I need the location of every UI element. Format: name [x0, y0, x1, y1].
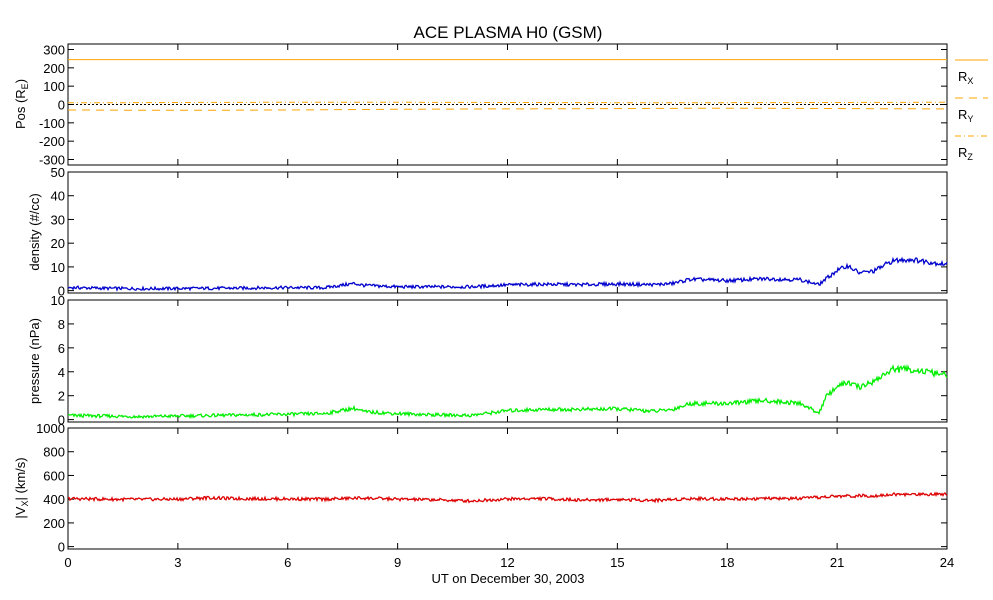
position-ytick-label: -300	[39, 153, 65, 168]
pressure-ytick-label: 4	[58, 365, 65, 380]
position-ytick-label: 200	[43, 61, 65, 76]
pressure-ytick-label: 2	[58, 389, 65, 404]
x-tick-label: 24	[940, 555, 954, 570]
pressure-ytick-label: 0	[58, 413, 65, 428]
x-axis-label: UT on December 30, 2003	[432, 571, 585, 586]
position-legend: RX RY RZ	[955, 59, 988, 162]
velocity-ytick-label: 200	[43, 516, 65, 531]
legend-rz-label: RZ	[958, 145, 973, 162]
x-tick-label: 0	[64, 555, 71, 570]
position-series-line-1	[68, 107, 947, 111]
position-ytick-label: 0	[58, 98, 65, 113]
density-series-line-0	[67, 256, 948, 292]
pressure-ytick-label: 8	[58, 317, 65, 332]
x-tick-label: 6	[284, 555, 291, 570]
density-panel-frame	[67, 171, 948, 294]
x-tick-label: 9	[394, 555, 401, 570]
chart-marks: 3002001000-100-200-300504030201001086420…	[36, 43, 954, 571]
pressure-ytick-label: 6	[58, 341, 65, 356]
position-ytick-label: -100	[39, 116, 65, 131]
density-ytick-label: 0	[58, 284, 65, 299]
position-ytick-label: 300	[43, 43, 65, 58]
chart-title: ACE PLASMA H0 (GSM)	[414, 23, 603, 42]
x-tick-label: 12	[500, 555, 514, 570]
legend-rx-label: RX	[958, 69, 973, 86]
density-ytick-label: 40	[51, 189, 65, 204]
density-ytick-label: 20	[51, 236, 65, 251]
velocity-ytick-label: 800	[43, 445, 65, 460]
density-ytick-label: 30	[51, 212, 65, 227]
velocity-ytick-label: 600	[43, 468, 65, 483]
position-panel-frame	[67, 43, 948, 166]
position-ytick-label: 100	[43, 79, 65, 94]
velocity-panel-frame	[67, 427, 948, 550]
pressure-series-line-0	[67, 364, 948, 420]
x-tick-label: 15	[610, 555, 624, 570]
density-ytick-label: 50	[51, 165, 65, 180]
pressure-panel-frame	[67, 299, 948, 423]
velocity-ytick-label: 1000	[36, 421, 65, 436]
velocity-ytick-label: 0	[58, 540, 65, 555]
x-tick-label: 3	[174, 555, 181, 570]
legend-ry-label: RY	[958, 107, 973, 124]
velocity-ytick-label: 400	[43, 492, 65, 507]
position-ylabel: Pos (RE)	[13, 79, 30, 129]
velocity-ylabel: |VX| (km/s)	[13, 457, 30, 518]
position-series-line-2	[68, 101, 947, 104]
pressure-ylabel: pressure (nPa)	[27, 318, 42, 404]
x-tick-label: 21	[830, 555, 844, 570]
x-tick-label: 18	[720, 555, 734, 570]
density-ytick-label: 10	[51, 260, 65, 275]
velocity-series-line-0	[67, 491, 948, 504]
density-ylabel: density (#/cc)	[27, 193, 42, 270]
pressure-ytick-label: 10	[51, 293, 65, 308]
position-ytick-label: -200	[39, 134, 65, 149]
